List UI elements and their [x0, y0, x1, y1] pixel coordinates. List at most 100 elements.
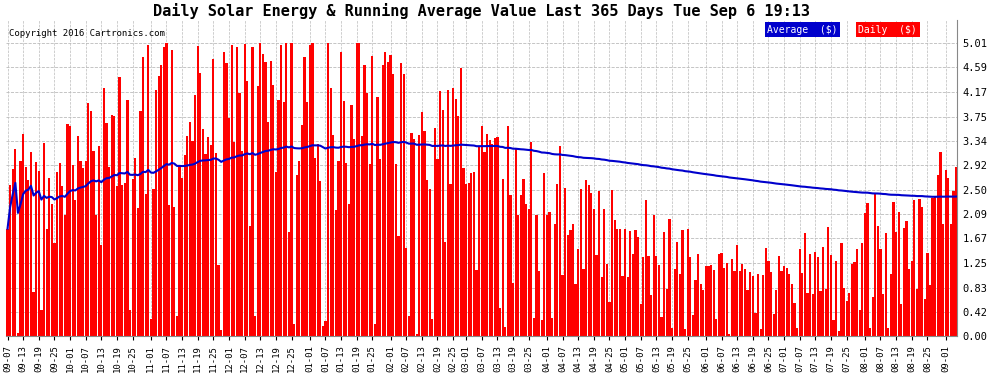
Bar — [676, 242, 678, 336]
Bar — [582, 269, 584, 336]
Bar — [853, 262, 855, 336]
Bar — [84, 161, 87, 336]
Bar — [400, 63, 402, 336]
Bar — [416, 334, 418, 336]
Bar — [842, 288, 845, 336]
Bar — [457, 116, 459, 336]
Bar — [374, 324, 376, 336]
Bar — [929, 285, 932, 336]
Bar — [22, 134, 25, 336]
Bar — [877, 226, 879, 336]
Bar — [403, 74, 405, 336]
Bar — [553, 224, 555, 336]
Bar — [366, 93, 368, 336]
Bar — [280, 45, 282, 336]
Bar — [481, 126, 483, 336]
Bar — [879, 249, 882, 336]
Bar — [437, 159, 439, 336]
Bar — [622, 276, 624, 336]
Bar — [215, 153, 217, 336]
Bar — [796, 328, 798, 336]
Bar — [467, 183, 470, 336]
Bar — [282, 102, 285, 336]
Bar — [82, 168, 84, 336]
Bar — [152, 189, 154, 336]
Bar — [231, 45, 233, 336]
Bar — [729, 334, 731, 336]
Bar — [494, 138, 496, 336]
Bar — [710, 264, 712, 336]
Bar — [77, 136, 79, 336]
Bar — [775, 290, 777, 336]
Bar — [33, 292, 35, 336]
Bar — [267, 122, 269, 336]
Bar — [35, 162, 38, 336]
Bar — [353, 139, 355, 336]
Bar — [606, 264, 608, 336]
Bar — [598, 191, 600, 336]
Bar — [239, 93, 241, 336]
Bar — [585, 180, 587, 336]
Bar — [580, 189, 582, 336]
Bar — [927, 253, 929, 336]
Bar — [442, 110, 444, 336]
Bar — [548, 211, 550, 336]
Bar — [908, 269, 910, 336]
Bar — [330, 88, 332, 336]
Bar — [293, 324, 295, 336]
Bar — [449, 184, 451, 336]
Bar — [673, 269, 676, 336]
Bar — [759, 329, 761, 336]
Bar — [488, 140, 491, 336]
Bar — [574, 284, 577, 336]
Bar — [718, 254, 720, 336]
Bar — [350, 105, 352, 336]
Bar — [405, 248, 407, 336]
Bar — [259, 43, 261, 336]
Bar — [828, 227, 830, 336]
Bar — [686, 230, 689, 336]
Bar — [804, 232, 806, 336]
Bar — [647, 256, 649, 336]
Bar — [28, 180, 30, 336]
Bar — [452, 88, 454, 336]
Bar — [788, 274, 790, 336]
Bar — [160, 65, 162, 336]
Bar — [627, 277, 629, 336]
Bar — [87, 103, 89, 336]
Bar — [264, 62, 266, 336]
Bar — [61, 186, 63, 336]
Bar — [454, 99, 456, 336]
Bar — [465, 184, 467, 336]
Bar — [226, 63, 228, 336]
Bar — [429, 189, 431, 336]
Bar — [903, 228, 905, 336]
Bar — [850, 264, 853, 336]
Bar — [30, 153, 32, 336]
Bar — [533, 318, 535, 336]
Bar — [611, 190, 613, 336]
Bar — [916, 289, 918, 336]
Bar — [103, 88, 105, 336]
Bar — [890, 274, 892, 336]
Bar — [754, 314, 756, 336]
Bar — [162, 47, 165, 336]
Bar — [715, 319, 718, 336]
Bar — [952, 190, 954, 336]
Bar — [609, 302, 611, 336]
Bar — [882, 294, 884, 336]
Bar — [515, 148, 517, 336]
Bar — [694, 280, 697, 336]
Bar — [541, 320, 543, 336]
Bar — [856, 249, 858, 336]
Bar — [178, 165, 180, 336]
Bar — [496, 137, 499, 336]
Bar — [134, 158, 137, 336]
Bar — [176, 316, 178, 336]
Bar — [194, 96, 196, 336]
Bar — [210, 145, 212, 336]
Bar — [296, 175, 298, 336]
Bar — [499, 308, 501, 336]
Bar — [340, 52, 343, 336]
Text: Daily  ($): Daily ($) — [858, 25, 917, 35]
